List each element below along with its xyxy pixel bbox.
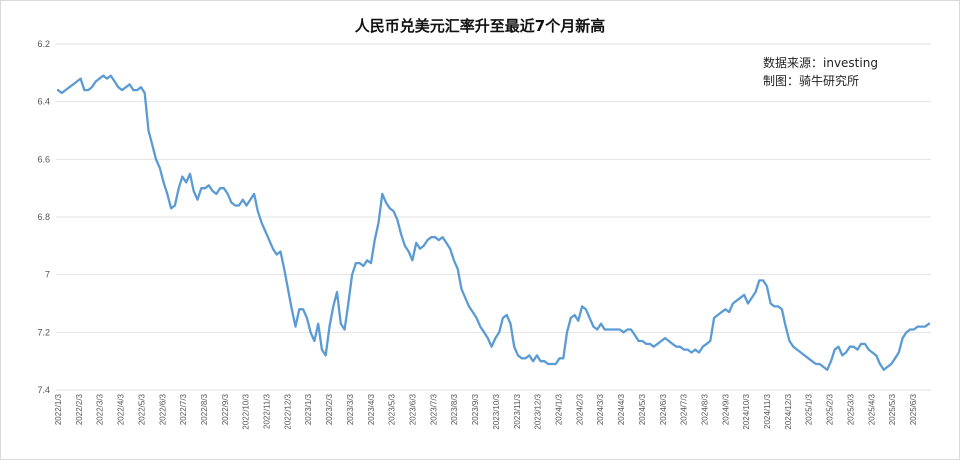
author-note: 制图：骑牛研究所 <box>763 74 860 88</box>
x-tick-label: 2024/9/3 <box>721 393 730 425</box>
x-tick-label: 2023/3/3 <box>346 393 355 425</box>
series-line <box>56 74 931 371</box>
y-tick-label: 6.6 <box>37 154 50 164</box>
x-tick-label: 2023/6/3 <box>409 393 418 425</box>
y-tick-label: 7.2 <box>37 327 50 337</box>
x-tick-label: 2022/1/3 <box>54 393 63 425</box>
x-tick-label: 2025/2/3 <box>826 393 835 425</box>
y-tick-label: 7.4 <box>37 385 50 395</box>
x-tick-label: 2025/4/3 <box>867 393 876 425</box>
x-tick-label: 2022/8/3 <box>200 393 209 425</box>
x-tick-label: 2024/6/3 <box>659 393 668 425</box>
x-tick-label: 2022/9/3 <box>221 393 230 425</box>
y-tick-label: 6.2 <box>37 39 50 49</box>
x-tick-label: 2022/12/3 <box>283 393 292 429</box>
x-tick-label: 2023/7/3 <box>429 393 438 425</box>
x-tick-label: 2024/11/3 <box>763 393 772 429</box>
x-tick-label: 2022/4/3 <box>117 393 126 425</box>
x-tick-label: 2022/2/3 <box>75 393 84 425</box>
x-tick-label: 2024/10/3 <box>742 393 751 429</box>
x-tick-label: 2023/4/3 <box>367 393 376 425</box>
chart-title: 人民币兑美元汇率升至最近7个月新高 <box>354 17 606 35</box>
x-tick-label: 2022/10/3 <box>242 393 251 429</box>
x-tick-label: 2022/3/3 <box>96 393 105 425</box>
x-tick-label: 2023/8/3 <box>450 393 459 425</box>
x-tick-label: 2023/9/3 <box>471 393 480 425</box>
x-tick-label: 2024/5/3 <box>638 393 647 425</box>
x-tick-label: 2022/7/3 <box>179 393 188 425</box>
x-tick-label: 2022/5/3 <box>137 393 146 425</box>
y-tick-label: 6.8 <box>37 212 50 222</box>
x-tick-label: 2023/12/3 <box>534 393 543 429</box>
x-tick-label: 2023/5/3 <box>388 393 397 425</box>
x-tick-label: 2022/6/3 <box>158 393 167 425</box>
x-tick-label: 2023/2/3 <box>325 393 334 425</box>
x-tick-label: 2024/12/3 <box>784 393 793 429</box>
y-axis-ticks: 6.2 6.4 6.6 6.8 7 7.2 7.4 <box>37 39 50 395</box>
x-tick-label: 2023/11/3 <box>513 393 522 429</box>
x-tick-label: 2024/8/3 <box>700 393 709 425</box>
x-tick-label: 2022/11/3 <box>263 393 272 429</box>
x-tick-label: 2024/7/3 <box>680 393 689 425</box>
source-note: 数据来源：investing <box>763 56 878 70</box>
x-tick-label: 2025/6/3 <box>909 393 918 425</box>
x-tick-label: 2023/1/3 <box>304 393 313 425</box>
x-tick-label: 2025/3/3 <box>846 393 855 425</box>
x-tick-label: 2023/10/3 <box>492 393 501 429</box>
x-tick-label: 2024/1/3 <box>554 393 563 425</box>
x-tick-label: 2025/5/3 <box>888 393 897 425</box>
x-tick-label: 2025/1/3 <box>805 393 814 425</box>
y-tick-label: 6.4 <box>37 97 50 107</box>
x-axis-ticks: 2022/1/3 2022/2/3 2022/3/3 2022/4/3 2022/5/3… <box>54 393 918 429</box>
gridlines <box>56 43 931 391</box>
x-tick-label: 2024/4/3 <box>617 393 626 425</box>
x-tick-label: 2024/2/3 <box>575 393 584 425</box>
y-tick-label: 7 <box>45 270 50 280</box>
x-tick-label: 2024/3/3 <box>596 393 605 425</box>
